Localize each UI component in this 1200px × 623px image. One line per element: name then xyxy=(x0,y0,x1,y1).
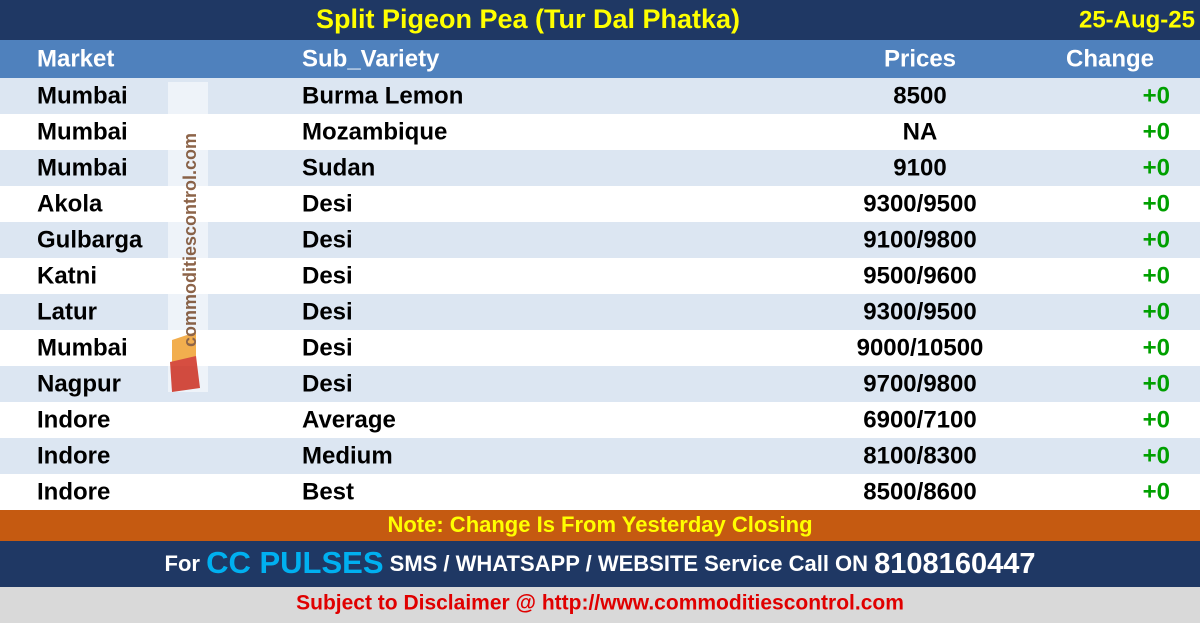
header-row xyxy=(0,40,1200,78)
market: Mumbai xyxy=(37,334,128,361)
sub-variety: Desi xyxy=(302,370,353,397)
sub-variety: Desi xyxy=(302,226,353,253)
price: 9700/9800 xyxy=(863,370,976,397)
title-bar xyxy=(0,0,1200,40)
sub-variety: Desi xyxy=(302,262,353,289)
note-bar xyxy=(0,510,1200,541)
market: Katni xyxy=(37,262,97,289)
change: +0 xyxy=(1143,298,1170,325)
change: +0 xyxy=(1143,334,1170,361)
sub-variety: Average xyxy=(302,406,396,433)
sub-variety: Sudan xyxy=(302,154,375,181)
change: +0 xyxy=(1143,190,1170,217)
price: 8100/8300 xyxy=(863,442,976,469)
change: +0 xyxy=(1143,370,1170,397)
column-header: Sub_Variety xyxy=(302,45,440,72)
market: Mumbai xyxy=(37,154,128,181)
change: +0 xyxy=(1143,262,1170,289)
price: 9500/9600 xyxy=(863,262,976,289)
change: +0 xyxy=(1143,82,1170,109)
footer-service: SMS / WHATSAPP / WEBSITE Service Call ON xyxy=(390,551,868,576)
disclaimer: Subject to Disclaimer @ http://www.commo… xyxy=(296,592,904,615)
title: Split Pigeon Pea (Tur Dal Phatka) xyxy=(316,4,740,34)
watermark: commoditiescontrol.com xyxy=(180,133,200,347)
market: Indore xyxy=(37,406,110,433)
note: Note: Change Is From Yesterday Closing xyxy=(387,512,812,537)
market: Mumbai xyxy=(37,82,128,109)
change: +0 xyxy=(1143,406,1170,433)
disclaimer-bar xyxy=(0,587,1200,623)
price: NA xyxy=(903,118,938,145)
change: +0 xyxy=(1143,226,1170,253)
column-header: Market xyxy=(37,45,114,72)
price: 6900/7100 xyxy=(863,406,976,433)
change: +0 xyxy=(1143,118,1170,145)
sub-variety: Burma Lemon xyxy=(302,82,463,109)
footer-brand: CC PULSES xyxy=(206,545,383,580)
sub-variety: Desi xyxy=(302,334,353,361)
price: 8500/8600 xyxy=(863,478,976,505)
market: Nagpur xyxy=(37,370,121,397)
date: 25-Aug-25 xyxy=(1079,6,1195,33)
change: +0 xyxy=(1143,154,1170,181)
market: Mumbai xyxy=(37,118,128,145)
footer-lead: For xyxy=(165,551,201,576)
column-header: Change xyxy=(1066,45,1154,72)
column-header: Prices xyxy=(884,45,956,72)
row-bg xyxy=(0,474,1200,510)
price: 9100 xyxy=(893,154,946,181)
footer-bar xyxy=(0,541,1200,587)
sub-variety: Desi xyxy=(302,298,353,325)
sub-variety: Medium xyxy=(302,442,393,469)
footer-phone: 8108160447 xyxy=(874,548,1035,580)
market: Latur xyxy=(37,298,97,325)
change: +0 xyxy=(1143,442,1170,469)
sub-variety: Desi xyxy=(302,190,353,217)
watermark-logo: commoditiescontrol.com xyxy=(168,82,208,392)
market: Indore xyxy=(37,442,110,469)
price: 9100/9800 xyxy=(863,226,976,253)
sub-variety: Mozambique xyxy=(302,118,447,145)
sub-variety: Best xyxy=(302,478,354,505)
footer: For CC PULSES SMS / WHATSAPP / WEBSITE S… xyxy=(165,545,1036,580)
row-bg xyxy=(0,438,1200,474)
price: 9000/10500 xyxy=(857,334,984,361)
change: +0 xyxy=(1143,478,1170,505)
market: Akola xyxy=(37,190,103,217)
price: 9300/9500 xyxy=(863,190,976,217)
market: Gulbarga xyxy=(37,226,143,253)
row-bg xyxy=(0,402,1200,438)
price: 9300/9500 xyxy=(863,298,976,325)
price: 8500 xyxy=(893,82,946,109)
market: Indore xyxy=(37,478,110,505)
logo-shape xyxy=(170,356,200,392)
